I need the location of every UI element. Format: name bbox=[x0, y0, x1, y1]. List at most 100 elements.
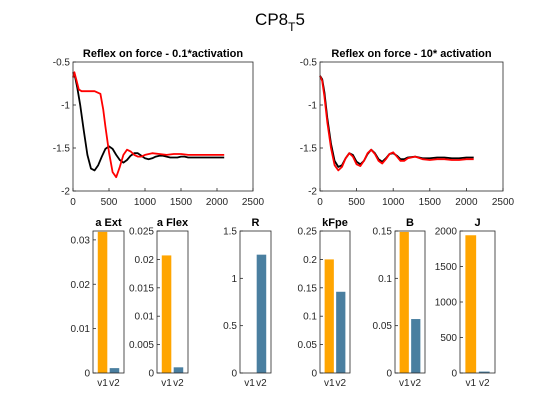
y-tick-label: 0.1 bbox=[378, 274, 392, 285]
bar-v1 bbox=[97, 231, 108, 373]
y-tick-label: 1000 bbox=[435, 298, 458, 309]
axes-box bbox=[319, 61, 504, 192]
x-tick-label: 2500 bbox=[492, 197, 515, 208]
y-tick-label: 0 bbox=[386, 369, 392, 380]
x-tick-label: 500 bbox=[348, 197, 365, 208]
x-tick-label: 0 bbox=[317, 197, 323, 208]
panel-2: a Ext 0 0.01 0.02 0.03 v1 v2 bbox=[71, 217, 125, 389]
y-tick-label: 0.05 bbox=[298, 340, 318, 351]
series-line-black bbox=[72, 71, 225, 172]
y-tick-label: 0 bbox=[451, 369, 457, 380]
y-tick-label: 0.02 bbox=[135, 255, 155, 266]
y-tick-label: -2 bbox=[61, 187, 70, 198]
y-tick-label: 0.005 bbox=[129, 340, 154, 351]
category-label: v2 bbox=[109, 378, 120, 389]
figure-title-tail: 5 bbox=[295, 10, 304, 29]
x-tick-label: 1500 bbox=[170, 197, 193, 208]
category-label: v2 bbox=[335, 378, 346, 389]
x-tick-label: 2000 bbox=[206, 197, 229, 208]
y-tick-label: 0.05 bbox=[373, 321, 393, 332]
category-label: v2 bbox=[479, 378, 490, 389]
axes-box bbox=[459, 230, 496, 374]
category-label: v1 bbox=[399, 378, 410, 389]
series-line-red bbox=[319, 75, 474, 172]
category-label: v2 bbox=[410, 378, 421, 389]
x-tick-label: 1500 bbox=[419, 197, 442, 208]
bar-v2 bbox=[173, 367, 184, 373]
bar-v1 bbox=[465, 235, 477, 373]
x-tick-label: 500 bbox=[101, 197, 118, 208]
y-tick-label: 0 bbox=[148, 369, 154, 380]
y-tick-label: -1.5 bbox=[300, 144, 318, 155]
panel-title: B bbox=[406, 217, 414, 229]
axes-box bbox=[239, 230, 272, 374]
panel-3: a Flex 0 0.005 0.01 0.015 0.02 0.025 v1 v2 bbox=[129, 217, 189, 389]
category-label: v1 bbox=[97, 378, 108, 389]
series-line-red bbox=[72, 71, 225, 179]
y-tick-label: 0.1 bbox=[303, 312, 317, 323]
y-tick-label: 0.025 bbox=[129, 227, 154, 238]
y-tick-label: -0.5 bbox=[53, 58, 71, 69]
bar-v1 bbox=[324, 259, 334, 373]
x-tick-label: 0 bbox=[70, 197, 76, 208]
series-line-black bbox=[319, 75, 474, 168]
bar-v1 bbox=[161, 255, 172, 373]
category-label: v1 bbox=[324, 378, 335, 389]
y-tick-label: -2 bbox=[308, 187, 317, 198]
figure-title-subscript: T bbox=[288, 20, 296, 34]
panel-1: Reflex on force - 10* activation -2 -1.5 -1… bbox=[300, 48, 515, 208]
y-tick-label: 0 bbox=[84, 369, 90, 380]
y-tick-label: 0.02 bbox=[71, 280, 91, 291]
bar-v2 bbox=[411, 319, 421, 373]
y-tick-label: 0.01 bbox=[135, 312, 155, 323]
panel-title: kFpe bbox=[322, 217, 348, 229]
y-tick-label: 0.5 bbox=[223, 321, 237, 332]
figure-title: CP8T5 bbox=[255, 10, 305, 34]
panel-5: kFpe 0 0.05 0.1 0.15 0.2 0.25 v1 v2 bbox=[298, 217, 351, 389]
bar-v2 bbox=[336, 291, 346, 373]
y-tick-label: 2000 bbox=[435, 227, 458, 238]
figure-title-main: CP8 bbox=[255, 10, 288, 29]
bar-v2 bbox=[478, 371, 490, 373]
y-tick-label: -1 bbox=[61, 101, 70, 112]
axes-box bbox=[72, 61, 254, 192]
axes-box bbox=[394, 230, 426, 374]
panel-6: B 0 0.05 0.1 0.15 v1 v2 bbox=[373, 217, 426, 389]
bar-v2 bbox=[109, 368, 120, 373]
category-label: v2 bbox=[256, 378, 267, 389]
panel-title: Reflex on force - 10* activation bbox=[331, 48, 491, 60]
axes-box bbox=[92, 230, 125, 374]
bar-v2 bbox=[256, 254, 267, 373]
bar-v1 bbox=[399, 231, 409, 373]
x-tick-label: 1000 bbox=[134, 197, 157, 208]
category-label: v1 bbox=[244, 378, 255, 389]
x-tick-label: 2500 bbox=[242, 197, 265, 208]
panel-title: a Ext bbox=[95, 217, 122, 229]
y-tick-label: 0.15 bbox=[373, 227, 393, 238]
panel-title: Reflex on force - 0.1*activation bbox=[83, 48, 243, 60]
category-label: v2 bbox=[173, 378, 184, 389]
y-tick-label: 0.25 bbox=[298, 227, 318, 238]
panel-0: Reflex on force - 0.1*activation -2 -1.5 -1… bbox=[53, 48, 265, 208]
y-tick-label: -0.5 bbox=[300, 58, 318, 69]
y-tick-label: 0.01 bbox=[71, 324, 91, 335]
x-tick-label: 2000 bbox=[455, 197, 478, 208]
category-label: v1 bbox=[161, 378, 172, 389]
axes-box bbox=[156, 230, 189, 374]
panel-title: J bbox=[474, 217, 480, 229]
panel-7: J 0 500 1000 1500 2000 v1 v2 bbox=[435, 217, 496, 389]
panel-title: R bbox=[252, 217, 260, 229]
y-tick-label: 0.03 bbox=[71, 235, 91, 246]
y-tick-label: -1 bbox=[308, 101, 317, 112]
y-tick-label: -1.5 bbox=[53, 144, 71, 155]
y-tick-label: 1 bbox=[231, 274, 237, 285]
y-tick-label: 0.15 bbox=[298, 283, 318, 294]
axes-box bbox=[319, 230, 351, 374]
y-tick-label: 0 bbox=[231, 369, 237, 380]
y-tick-label: 0 bbox=[311, 369, 317, 380]
panel-4: R 0 0.5 1 1.5 v1 v2 bbox=[223, 217, 272, 389]
panels: Reflex on force - 0.1*activation -2 -1.5 -1… bbox=[53, 48, 515, 389]
y-tick-label: 1500 bbox=[435, 262, 458, 273]
y-tick-label: 0.015 bbox=[129, 283, 154, 294]
x-tick-label: 1000 bbox=[382, 197, 405, 208]
